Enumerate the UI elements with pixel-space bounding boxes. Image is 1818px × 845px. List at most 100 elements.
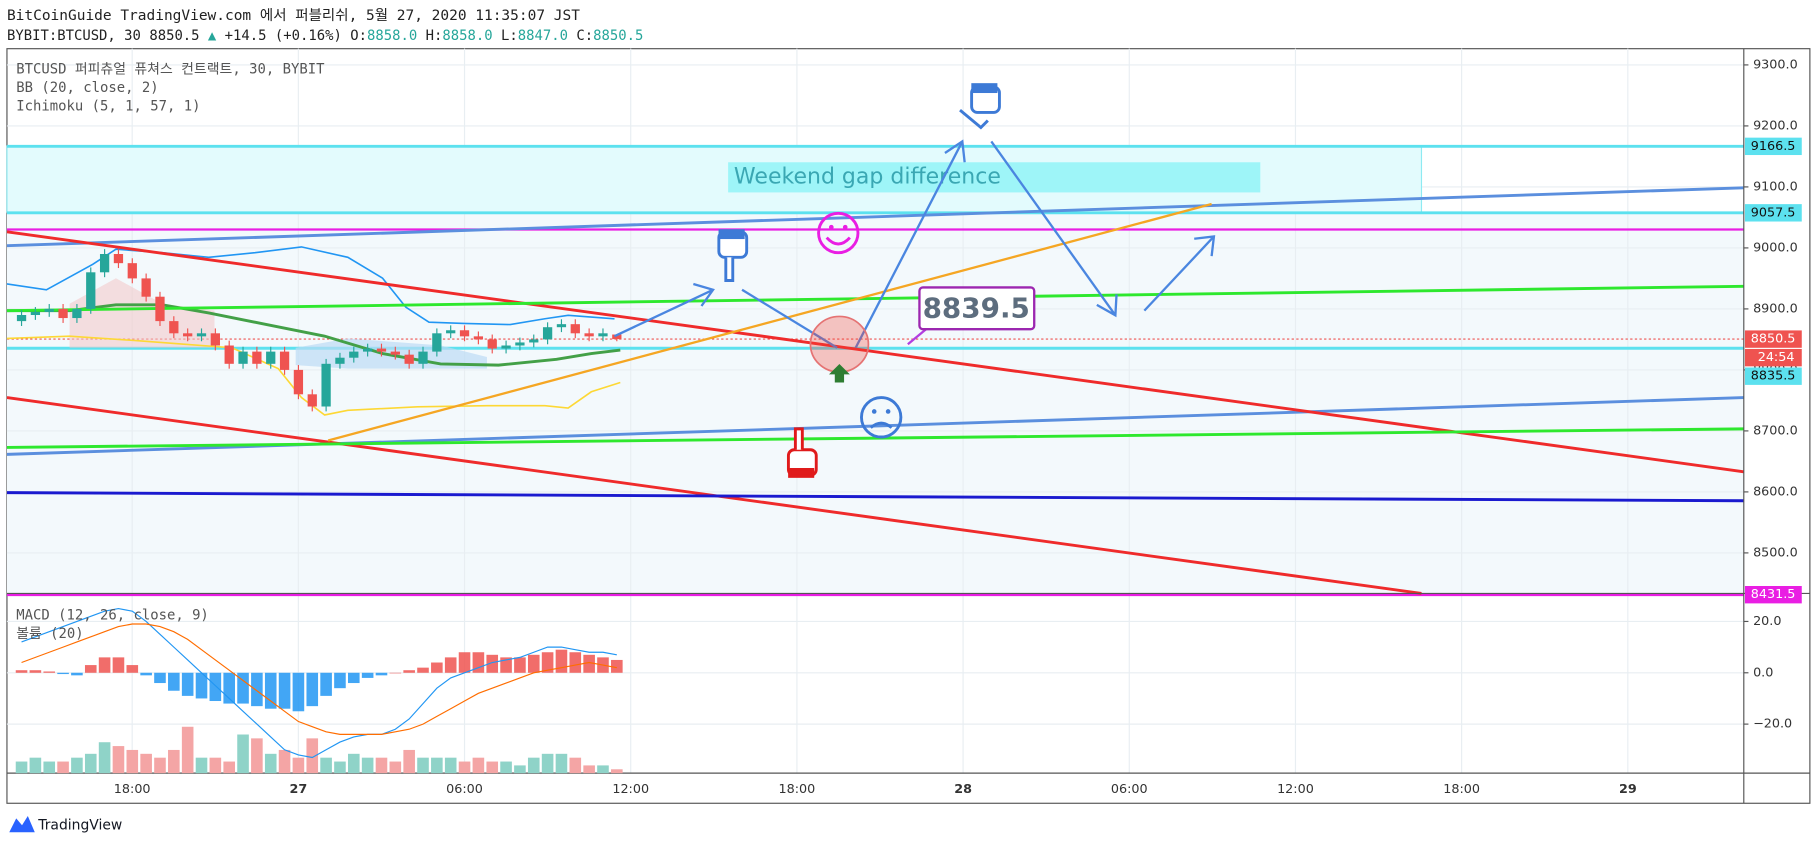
arrow-head bbox=[944, 139, 966, 163]
macd-histogram-bar bbox=[334, 672, 346, 689]
projection-arrows bbox=[614, 139, 1216, 349]
macd-histogram-bar bbox=[15, 670, 28, 673]
macd-histogram-bar bbox=[71, 672, 83, 676]
signal-line bbox=[21, 623, 617, 735]
macd-histogram-bar bbox=[583, 654, 595, 673]
volume-bar bbox=[98, 742, 111, 774]
h-key: H: bbox=[426, 28, 443, 44]
smiley bbox=[817, 211, 860, 255]
legend-volume: 볼륨 (20) bbox=[16, 626, 83, 642]
macd-histogram-bar bbox=[57, 672, 69, 675]
levels bbox=[6, 144, 1744, 597]
macd-histogram-bar bbox=[306, 672, 319, 707]
volume-bar bbox=[417, 757, 429, 774]
macd-histogram-bar bbox=[154, 672, 166, 684]
candle-body bbox=[44, 308, 54, 312]
channel-line bbox=[6, 186, 1744, 248]
timer-box bbox=[1744, 348, 1802, 367]
volume-bar bbox=[500, 761, 512, 774]
candle-body bbox=[183, 333, 193, 337]
macd-histogram-bar bbox=[472, 652, 485, 673]
volume-bar bbox=[486, 761, 499, 774]
candle-body bbox=[72, 308, 82, 319]
y-tick-label: 9100.0 bbox=[1753, 179, 1798, 194]
macd-histogram-bar bbox=[527, 654, 540, 673]
candle-body bbox=[404, 354, 414, 364]
arrow-head bbox=[693, 282, 715, 307]
volume-bar bbox=[444, 757, 457, 774]
candle-body bbox=[473, 336, 484, 340]
callout-price: 8839.5 bbox=[923, 291, 1030, 324]
volume-bar bbox=[126, 749, 139, 774]
macd-histogram-bar bbox=[251, 672, 263, 707]
hand-icon bbox=[786, 427, 818, 478]
macd-histogram-bar bbox=[555, 649, 568, 673]
macd-histogram-bar bbox=[140, 672, 152, 676]
macd-histogram-bar bbox=[500, 657, 512, 673]
legend-macd: MACD (12, 26, close, 9) bbox=[16, 607, 209, 623]
macd-histogram-bar bbox=[514, 657, 526, 673]
level-label-box bbox=[1744, 330, 1802, 348]
volume-bar bbox=[292, 757, 305, 774]
candle-body bbox=[487, 339, 497, 349]
candle-body bbox=[515, 342, 525, 346]
volume-bar bbox=[555, 753, 568, 774]
candles bbox=[16, 249, 622, 412]
candle-body bbox=[210, 333, 220, 346]
candle-body bbox=[238, 351, 248, 364]
volume-bar bbox=[223, 761, 235, 774]
macd-histogram-bar bbox=[98, 657, 111, 673]
x-tick-label: 18:00 bbox=[1443, 782, 1480, 797]
candle-body bbox=[376, 348, 387, 352]
candle-body bbox=[529, 339, 539, 343]
volume-bar bbox=[168, 749, 180, 774]
level-label: 9166.5 bbox=[1751, 139, 1796, 154]
y-tick-label: 9000.0 bbox=[1753, 240, 1798, 255]
volume-bar bbox=[251, 738, 263, 774]
volume-bar bbox=[403, 749, 415, 774]
x-tick-label: 18:00 bbox=[779, 782, 816, 797]
macd-histogram-bar bbox=[209, 672, 222, 702]
candle-body bbox=[58, 308, 68, 319]
y-tick-label: 0.0 bbox=[1753, 665, 1773, 680]
volume-bar bbox=[361, 757, 374, 774]
volume-bar bbox=[334, 761, 346, 774]
x-tick-label: 12:00 bbox=[612, 782, 649, 797]
y-tick-label: −20.0 bbox=[1753, 717, 1792, 732]
gap-label-box bbox=[728, 162, 1261, 193]
arrow bbox=[990, 140, 1117, 316]
volume-bar bbox=[472, 757, 485, 774]
volume-bar bbox=[209, 757, 222, 774]
level-label: 8850.5 bbox=[1751, 332, 1796, 347]
candle-body bbox=[446, 330, 456, 334]
macd-histogram-bar bbox=[417, 667, 429, 673]
o-key: O: bbox=[350, 28, 367, 44]
macd-histogram-bar bbox=[278, 672, 291, 709]
candle-body bbox=[141, 278, 151, 297]
candle-body bbox=[266, 351, 276, 364]
level-label-box bbox=[1744, 204, 1802, 222]
volume-bar bbox=[541, 753, 554, 774]
volume-bar bbox=[389, 761, 402, 774]
volume-bar bbox=[569, 757, 582, 774]
level-label-box bbox=[1744, 367, 1802, 385]
arrow bbox=[1143, 235, 1215, 312]
candle-body bbox=[169, 321, 179, 334]
volume-bar bbox=[527, 757, 540, 774]
macd-histogram-bar bbox=[29, 670, 42, 673]
up-arrow-icon bbox=[828, 363, 850, 383]
blue-support-line bbox=[6, 491, 1744, 503]
quote-line: BYBIT:BTCUSD, 30 8850.5 ▲ +14.5 (+0.16%)… bbox=[7, 28, 643, 44]
macd-histogram-bar bbox=[444, 657, 457, 673]
y-tick-label: 9200.0 bbox=[1753, 118, 1798, 133]
candle-body bbox=[321, 363, 331, 407]
macd-histogram-bar bbox=[292, 672, 305, 712]
volume-bar bbox=[278, 749, 291, 774]
level-label-box bbox=[1744, 137, 1802, 156]
change-arrow: ▲ bbox=[208, 28, 217, 44]
legend-symbol: BTCUSD 퍼피츄얼 퓨쳐스 컨트랙트, 30, BYBIT bbox=[16, 62, 325, 78]
macd-histogram-bar bbox=[195, 672, 208, 699]
volume-bar bbox=[15, 761, 28, 774]
macd-histogram-bar bbox=[611, 659, 623, 673]
volume-bar bbox=[431, 757, 443, 774]
